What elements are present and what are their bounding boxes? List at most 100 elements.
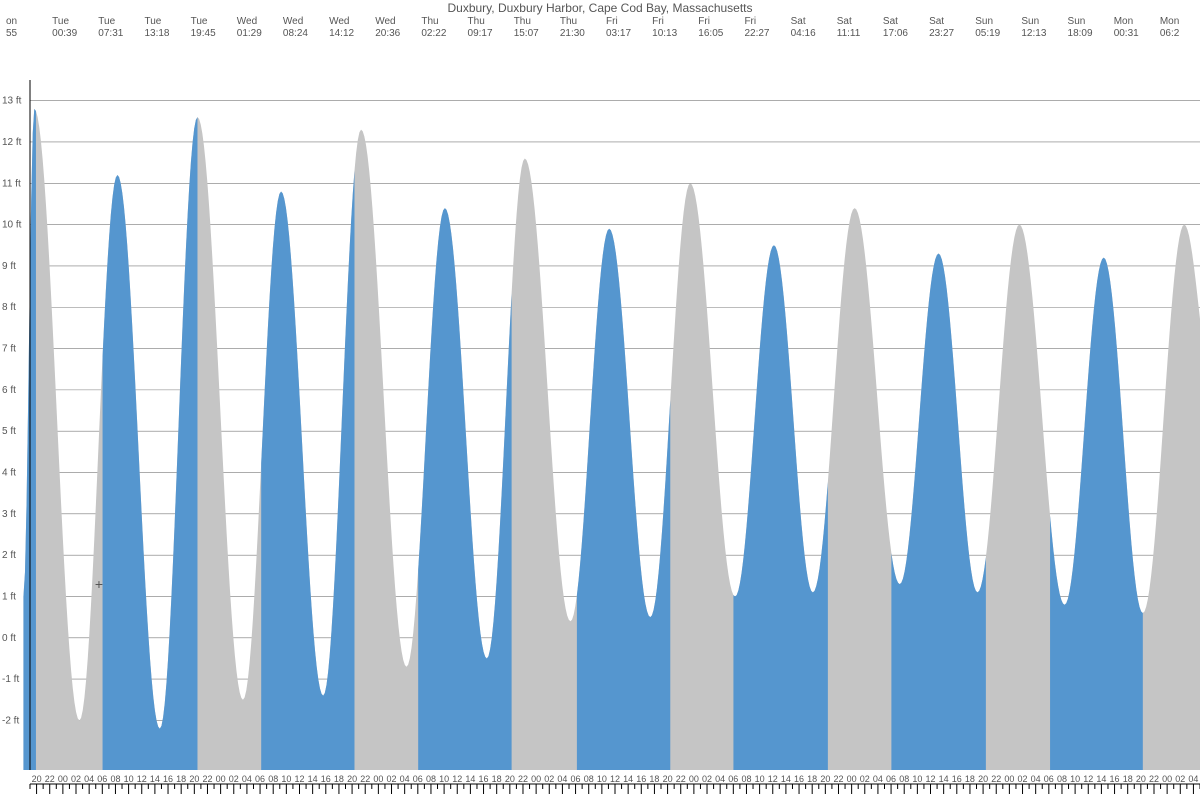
yaxis-tick-label: 6 ft <box>2 385 16 396</box>
yaxis-tick-label: 3 ft <box>2 509 16 520</box>
xaxis-hour-label: 04 <box>715 774 725 784</box>
xaxis-day-label: on <box>6 16 17 27</box>
xaxis-hour-label: 00 <box>1004 774 1014 784</box>
xaxis-hour-label: 12 <box>925 774 935 784</box>
xaxis-time-label: 03:17 <box>606 28 631 39</box>
xaxis-hour-label: 00 <box>531 774 541 784</box>
xaxis-time-label: 22:27 <box>744 28 769 39</box>
xaxis-hour-label: 02 <box>1175 774 1185 784</box>
xaxis-hour-label: 22 <box>1149 774 1159 784</box>
xaxis-hour-label: 10 <box>1070 774 1080 784</box>
xaxis-hour-label: 06 <box>97 774 107 784</box>
xaxis-time-label: 20:36 <box>375 28 400 39</box>
xaxis-hour-label: 14 <box>939 774 949 784</box>
xaxis-hour-label: 02 <box>229 774 239 784</box>
xaxis-hour-label: 08 <box>899 774 909 784</box>
yaxis-tick-label: 9 ft <box>2 261 16 272</box>
xaxis-hour-label: 04 <box>400 774 410 784</box>
yaxis-tick-label: 2 ft <box>2 550 16 561</box>
xaxis-time-label: 01:29 <box>237 28 262 39</box>
xaxis-hour-label: 14 <box>465 774 475 784</box>
tide-chart: Duxbury, Duxbury Harbor, Cape Cod Bay, M… <box>0 0 1200 800</box>
xaxis-hour-label: 00 <box>689 774 699 784</box>
xaxis-hour-label: 22 <box>518 774 528 784</box>
yaxis-tick-label: 1 ft <box>2 591 16 602</box>
xaxis-hour-label: 06 <box>728 774 738 784</box>
xaxis-time-label: 09:17 <box>468 28 493 39</box>
xaxis-hour-label: 20 <box>347 774 357 784</box>
xaxis-hour-label: 16 <box>321 774 331 784</box>
xaxis-hour-label: 14 <box>781 774 791 784</box>
xaxis-time-label: 17:06 <box>883 28 908 39</box>
xaxis-day-label: Fri <box>652 16 664 27</box>
xaxis-hour-label: 22 <box>833 774 843 784</box>
xaxis-time-label: 05:19 <box>975 28 1000 39</box>
xaxis-hour-label: 18 <box>807 774 817 784</box>
xaxis-day-label: Fri <box>744 16 756 27</box>
xaxis-hour-label: 16 <box>794 774 804 784</box>
xaxis-time-label: 04:16 <box>791 28 816 39</box>
xaxis-day-label: Sun <box>1021 16 1039 27</box>
yaxis-tick-label: 5 ft <box>2 426 16 437</box>
xaxis-hour-label: 00 <box>58 774 68 784</box>
xaxis-hour-label: 20 <box>32 774 42 784</box>
xaxis-hour-label: 02 <box>544 774 554 784</box>
xaxis-time-label: 12:13 <box>1021 28 1046 39</box>
xaxis-time-label: 06:2 <box>1160 28 1180 39</box>
xaxis-hour-label: 12 <box>137 774 147 784</box>
xaxis-hour-label: 10 <box>124 774 134 784</box>
xaxis-time-label: 16:05 <box>698 28 723 39</box>
xaxis-hour-label: 10 <box>912 774 922 784</box>
xaxis-hour-label: 02 <box>860 774 870 784</box>
xaxis-hour-label: 04 <box>242 774 252 784</box>
xaxis-time-label: 00:39 <box>52 28 77 39</box>
xaxis-hour-label: 16 <box>1110 774 1120 784</box>
xaxis-day-label: Sun <box>975 16 993 27</box>
xaxis-day-label: Thu <box>560 16 577 27</box>
xaxis-day-label: Tue <box>98 16 115 27</box>
xaxis-hour-label: 12 <box>610 774 620 784</box>
xaxis-time-label: 07:31 <box>98 28 123 39</box>
xaxis-day-label: Fri <box>606 16 618 27</box>
xaxis-day-label: Sat <box>791 16 806 27</box>
xaxis-hour-label: 08 <box>1057 774 1067 784</box>
yaxis-tick-label: 10 ft <box>2 220 22 231</box>
xaxis-hour-label: 00 <box>1162 774 1172 784</box>
xaxis-time-label: 02:22 <box>421 28 446 39</box>
xaxis-hour-label: 06 <box>255 774 265 784</box>
xaxis-time-label: 55 <box>6 28 18 39</box>
xaxis-hour-label: 18 <box>965 774 975 784</box>
xaxis-hour-label: 10 <box>597 774 607 784</box>
xaxis-hour-label: 08 <box>426 774 436 784</box>
xaxis-hour-label: 16 <box>479 774 489 784</box>
xaxis-hour-label: 04 <box>84 774 94 784</box>
xaxis-hour-label: 04 <box>1031 774 1041 784</box>
xaxis-day-label: Sat <box>837 16 852 27</box>
xaxis-hour-label: 16 <box>952 774 962 784</box>
yaxis-tick-label: 4 ft <box>2 468 16 479</box>
xaxis-hour-label: 22 <box>676 774 686 784</box>
xaxis-time-label: 23:27 <box>929 28 954 39</box>
xaxis-day-label: Wed <box>329 16 349 27</box>
xaxis-hour-label: 16 <box>163 774 173 784</box>
xaxis-time-label: 19:45 <box>191 28 216 39</box>
xaxis-hour-label: 00 <box>847 774 857 784</box>
yaxis-tick-label: 11 ft <box>2 178 21 189</box>
xaxis-hour-label: 18 <box>176 774 186 784</box>
xaxis-day-label: Wed <box>283 16 303 27</box>
xaxis-hour-label: 20 <box>189 774 199 784</box>
xaxis-hour-label: 04 <box>873 774 883 784</box>
xaxis-hour-label: 12 <box>1083 774 1093 784</box>
yaxis-tick-label: 7 ft <box>2 344 16 355</box>
xaxis-hour-label: 22 <box>991 774 1001 784</box>
xaxis-day-label: Wed <box>237 16 257 27</box>
xaxis-hour-label: 02 <box>702 774 712 784</box>
xaxis-day-label: Thu <box>421 16 438 27</box>
xaxis-hour-label: 02 <box>1018 774 1028 784</box>
xaxis-hour-label: 10 <box>439 774 449 784</box>
xaxis-hour-label: 00 <box>216 774 226 784</box>
xaxis-day-label: Sat <box>929 16 944 27</box>
xaxis-hour-label: 06 <box>1044 774 1054 784</box>
xaxis-hour-label: 20 <box>978 774 988 784</box>
xaxis-hour-label: 18 <box>649 774 659 784</box>
